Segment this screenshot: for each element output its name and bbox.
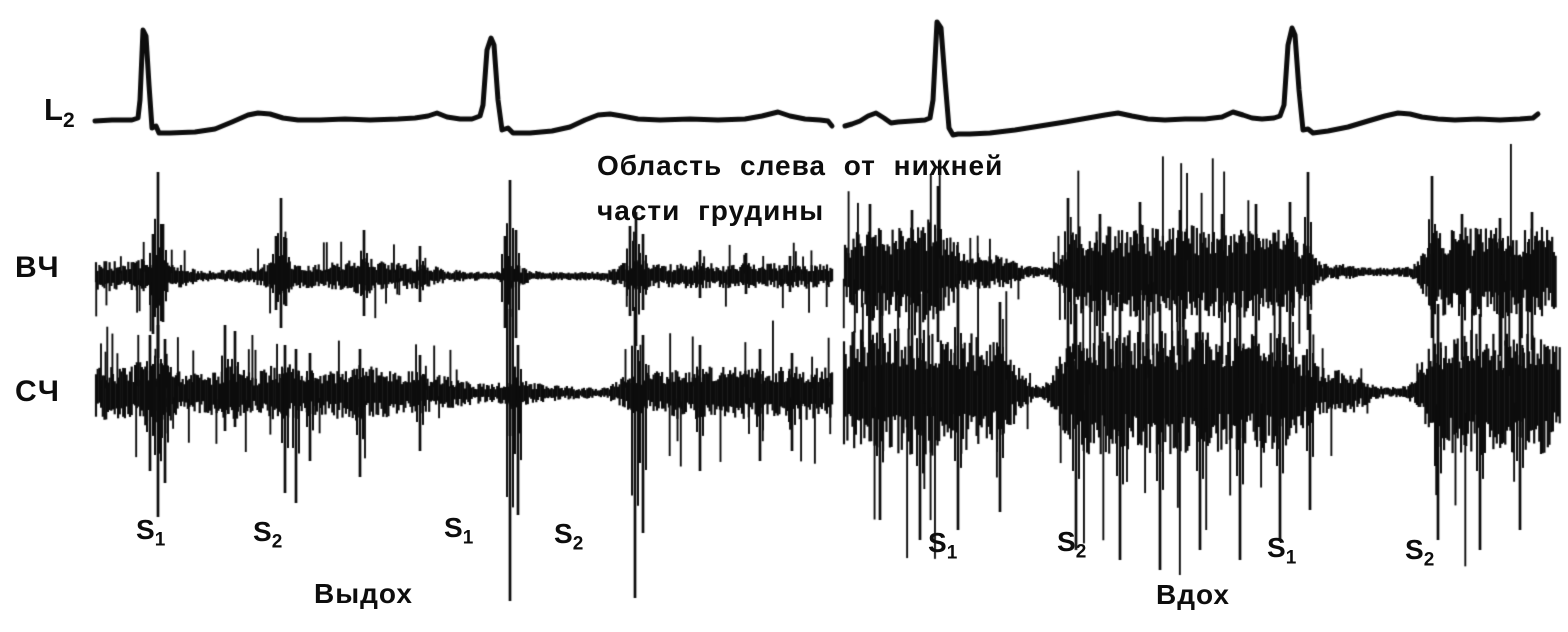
sound-marker-subscript: 1	[462, 527, 474, 549]
ecg-lead-subscript: 2	[62, 109, 75, 133]
sound-marker-base: S	[136, 514, 155, 545]
channel-label-mid-frequency: СЧ	[15, 375, 61, 408]
sound-marker-base: S	[253, 516, 272, 547]
sound-marker-subscript: 1	[946, 542, 958, 564]
sound-marker-s2: S2	[554, 518, 583, 554]
ecg-lead-label: L2	[44, 92, 75, 131]
sound-marker-s1: S1	[1267, 532, 1296, 568]
sound-marker-base: S	[1405, 534, 1424, 565]
sound-marker-base: S	[1057, 526, 1076, 557]
sound-marker-subscript: 2	[1423, 549, 1435, 571]
sound-marker-subscript: 1	[1285, 547, 1297, 569]
sound-marker-subscript: 2	[271, 531, 283, 553]
sound-marker-s2: S2	[253, 516, 282, 552]
sound-marker-s1: S1	[444, 512, 473, 548]
sound-marker-base: S	[444, 512, 463, 543]
sound-marker-base: S	[928, 527, 947, 558]
recording-site-line1: Область слева от нижней	[597, 150, 1004, 181]
phase-label-exhale: Выдох	[314, 578, 413, 609]
sound-marker-s1: S1	[136, 514, 165, 550]
sound-marker-subscript: 1	[154, 529, 166, 551]
sound-marker-subscript: 2	[1075, 541, 1087, 563]
ecg-lead-base: L	[44, 92, 63, 127]
phase-label-inhale: Вдох	[1156, 579, 1230, 610]
sound-marker-s2: S2	[1057, 526, 1086, 562]
recording-site-annotation: Область слева от нижней части грудины	[597, 143, 1003, 233]
channel-label-high-frequency: ВЧ	[15, 251, 61, 284]
sound-marker-base: S	[554, 518, 573, 549]
sound-marker-subscript: 2	[572, 533, 584, 555]
sound-marker-s2: S2	[1405, 534, 1434, 570]
recording-site-line2: части грудины	[597, 195, 825, 226]
sound-marker-base: S	[1267, 532, 1286, 563]
sound-marker-s1: S1	[928, 527, 957, 563]
